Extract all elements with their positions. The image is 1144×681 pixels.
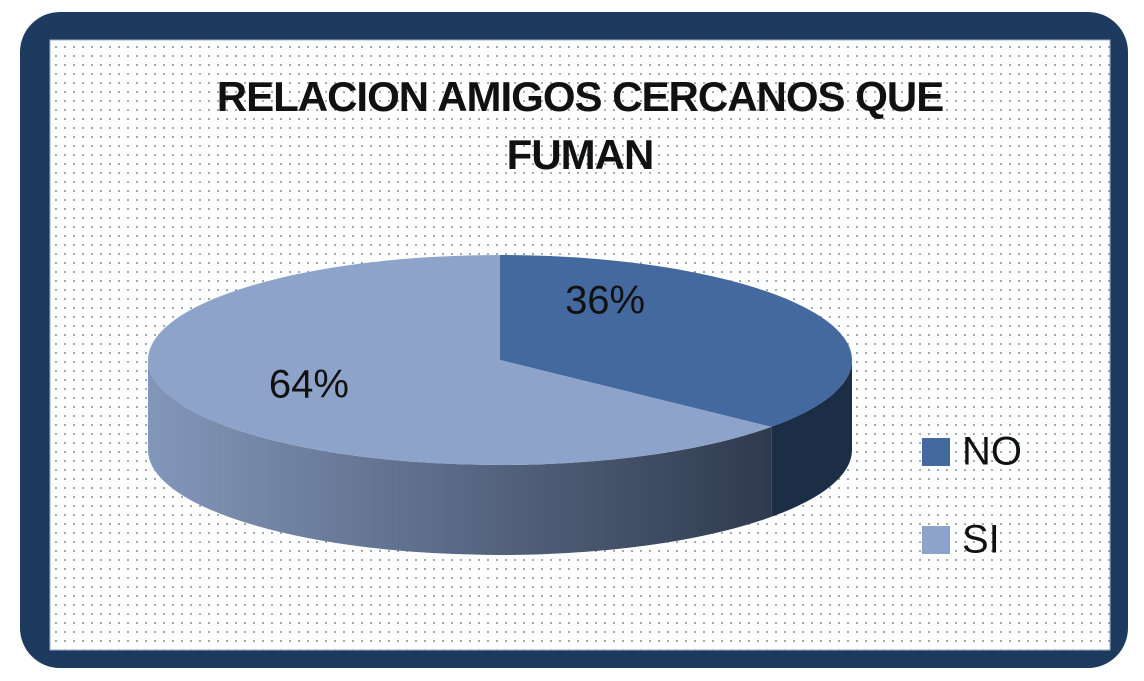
slice-side	[771, 360, 852, 517]
legend-label: NO	[962, 430, 1022, 474]
data-label: 64%	[269, 362, 349, 406]
slice	[147, 255, 772, 465]
legend: NO SI	[922, 430, 1022, 562]
slice-side	[148, 360, 772, 555]
data-label: 36%	[565, 279, 645, 323]
legend-label: SI	[962, 518, 1000, 562]
legend-swatch	[922, 526, 950, 554]
chart-title: RELACION AMIGOS CERCANOS QUE FUMAN	[216, 73, 944, 178]
pie: 36% 64%	[147, 255, 852, 555]
slice	[500, 255, 852, 427]
legend-swatch	[922, 438, 950, 466]
